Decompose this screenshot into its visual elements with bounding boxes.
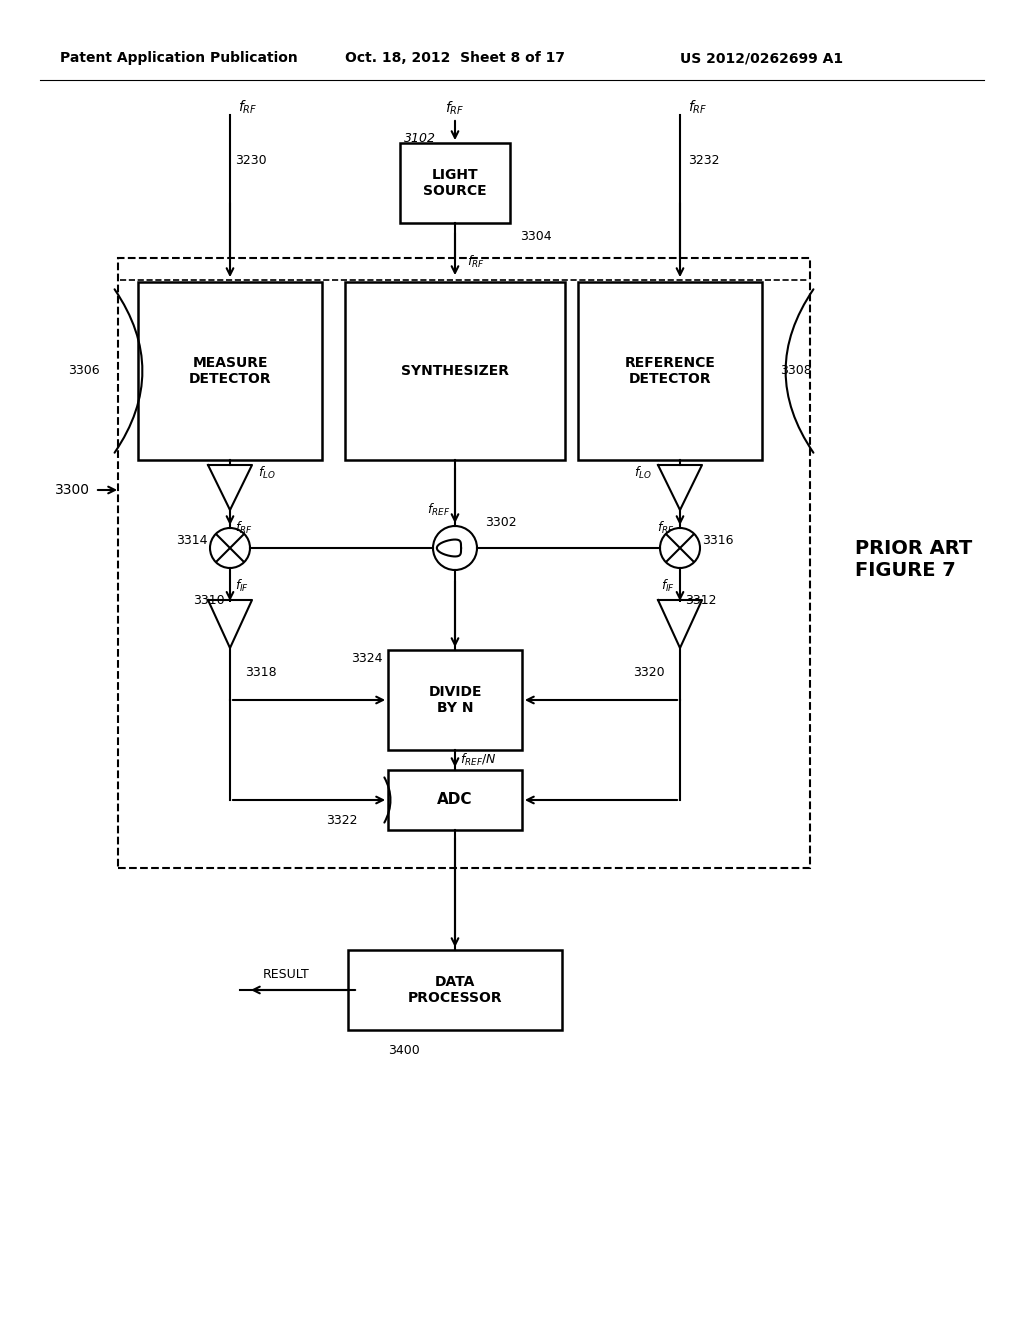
Text: DIVIDE
BY N: DIVIDE BY N xyxy=(428,685,481,715)
Text: 3302: 3302 xyxy=(485,516,517,528)
Text: 3230: 3230 xyxy=(234,153,266,166)
Bar xyxy=(388,770,522,830)
Bar xyxy=(348,950,562,1030)
Text: 3320: 3320 xyxy=(634,667,665,680)
Text: Patent Application Publication: Patent Application Publication xyxy=(60,51,298,65)
Text: DATA
PROCESSOR: DATA PROCESSOR xyxy=(408,975,503,1005)
Text: $f_{LO}$: $f_{LO}$ xyxy=(258,465,275,480)
Text: $f_{RF}$: $f_{RF}$ xyxy=(238,98,257,116)
Bar xyxy=(388,649,522,750)
Text: 3306: 3306 xyxy=(69,364,100,378)
Text: 3322: 3322 xyxy=(327,813,358,826)
Text: 3232: 3232 xyxy=(688,153,720,166)
Text: SYNTHESIZER: SYNTHESIZER xyxy=(401,364,509,378)
Text: $f_{REF}/N$: $f_{REF}/N$ xyxy=(460,752,497,768)
Text: LIGHT
SOURCE: LIGHT SOURCE xyxy=(423,168,486,198)
Text: $f_{RF}$: $f_{RF}$ xyxy=(657,520,675,536)
Text: 3308: 3308 xyxy=(780,364,812,378)
Text: Oct. 18, 2012  Sheet 8 of 17: Oct. 18, 2012 Sheet 8 of 17 xyxy=(345,51,565,65)
Text: 3316: 3316 xyxy=(702,533,733,546)
Bar xyxy=(400,143,510,223)
Bar xyxy=(138,282,322,459)
Text: 3318: 3318 xyxy=(245,667,276,680)
Text: $f_{RF}$: $f_{RF}$ xyxy=(234,520,253,536)
Text: ADC: ADC xyxy=(437,792,473,808)
Text: 3304: 3304 xyxy=(520,231,552,243)
Text: $f_{REF}$: $f_{REF}$ xyxy=(427,502,450,517)
Text: $f_{LO}$: $f_{LO}$ xyxy=(634,465,652,480)
Text: 3324: 3324 xyxy=(351,652,383,664)
Text: 3314: 3314 xyxy=(176,533,208,546)
Text: 3312: 3312 xyxy=(685,594,717,606)
Text: 3310: 3310 xyxy=(194,594,225,606)
Text: $f_{IF}$: $f_{IF}$ xyxy=(234,578,249,594)
Bar xyxy=(118,257,810,869)
Bar xyxy=(345,282,565,459)
Text: $f_{RF}$: $f_{RF}$ xyxy=(445,99,465,116)
Text: RESULT: RESULT xyxy=(262,969,309,982)
Text: MEASURE
DETECTOR: MEASURE DETECTOR xyxy=(188,356,271,385)
Text: $f_{IF}$: $f_{IF}$ xyxy=(660,578,675,594)
Text: 3300: 3300 xyxy=(55,483,90,498)
Text: PRIOR ART
FIGURE 7: PRIOR ART FIGURE 7 xyxy=(855,540,972,581)
Text: 3400: 3400 xyxy=(388,1044,420,1056)
Text: REFERENCE
DETECTOR: REFERENCE DETECTOR xyxy=(625,356,716,385)
Text: 3102: 3102 xyxy=(404,132,436,144)
Text: $f_{RF}$: $f_{RF}$ xyxy=(467,253,484,271)
Text: $f_{RF}$: $f_{RF}$ xyxy=(688,98,708,116)
Bar xyxy=(578,282,762,459)
Text: US 2012/0262699 A1: US 2012/0262699 A1 xyxy=(680,51,843,65)
